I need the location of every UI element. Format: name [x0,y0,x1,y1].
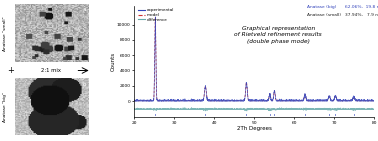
Text: b: b [83,82,86,87]
Text: a: a [83,7,86,12]
Text: 37.94%,   7.9 nm: 37.94%, 7.9 nm [345,13,378,17]
Text: 2:1 mix: 2:1 mix [40,68,60,73]
Text: Anatase "small": Anatase "small" [3,16,8,51]
Text: +: + [7,66,14,75]
X-axis label: 2Th Degrees: 2Th Degrees [237,126,272,131]
Y-axis label: Counts: Counts [111,52,116,71]
Text: Anatase "big": Anatase "big" [3,92,8,122]
Text: 62.06%,  19.8 nm: 62.06%, 19.8 nm [345,5,378,8]
Text: Anatase (big): Anatase (big) [307,5,336,8]
Legend: experimental, model, difference: experimental, model, difference [136,7,176,24]
Text: Anatase (small): Anatase (small) [307,13,341,17]
Text: Graphical representation
of Rietveld refinement results
(double phase mode): Graphical representation of Rietveld ref… [234,26,322,44]
